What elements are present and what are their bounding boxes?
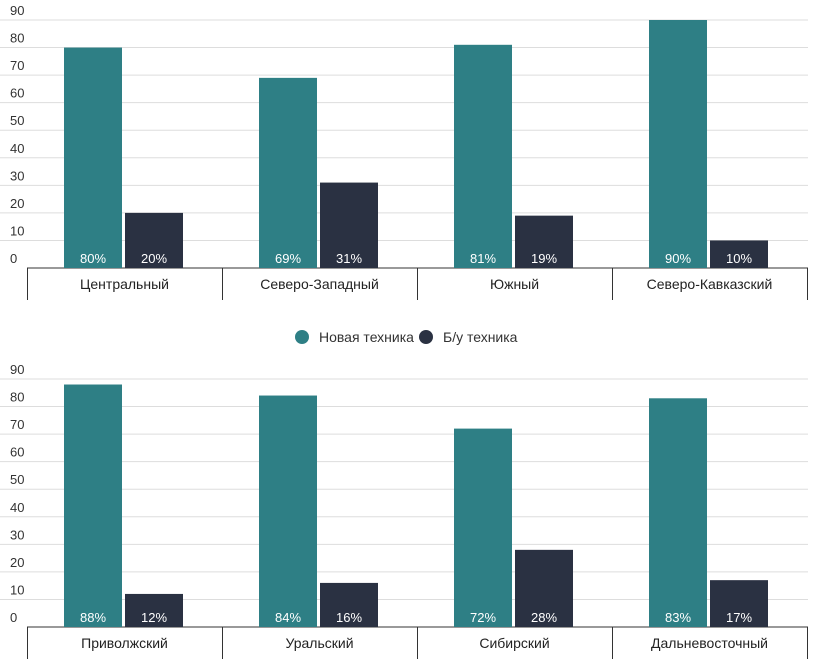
data-label: 80% xyxy=(80,251,106,266)
legend-label-used: Б/у техника xyxy=(443,329,518,345)
y-tick-label: 10 xyxy=(10,582,24,597)
category-label: Сибирский xyxy=(479,635,549,651)
bar-new xyxy=(259,77,317,268)
legend-swatch-new xyxy=(295,330,309,344)
legend-label-new: Новая техника xyxy=(319,329,414,345)
category-label: Южный xyxy=(490,276,539,292)
y-tick-label: 30 xyxy=(10,527,24,542)
data-label: 19% xyxy=(531,251,557,266)
y-tick-label: 20 xyxy=(10,555,24,570)
category-label: Дальневосточный xyxy=(651,635,768,651)
bar-used xyxy=(320,182,378,268)
bar-used xyxy=(320,582,378,627)
category-label: Уральский xyxy=(285,635,353,651)
y-tick-label: 0 xyxy=(10,610,17,625)
chart-panel-bottom: 0 10 20 30 40 50 60 70 80 90 88% 12% Приволжский 84% 1… xyxy=(0,362,808,659)
y-tick-label: 80 xyxy=(10,390,24,405)
bar-used xyxy=(710,580,768,627)
data-label: 90% xyxy=(665,251,691,266)
bar-new xyxy=(64,384,122,627)
y-tick-label: 40 xyxy=(10,141,24,156)
bar-new xyxy=(64,47,122,268)
data-label: 72% xyxy=(470,610,496,625)
data-label: 20% xyxy=(141,251,167,266)
category-label: Северо-Западный xyxy=(260,276,379,292)
y-tick-label: 50 xyxy=(10,113,24,128)
bar-new xyxy=(454,44,512,268)
data-label: 16% xyxy=(336,610,362,625)
category-label: Северо-Кавказский xyxy=(647,276,773,292)
data-label: 84% xyxy=(275,610,301,625)
bar-new xyxy=(649,20,707,268)
data-label: 12% xyxy=(141,610,167,625)
chart-panel-top: 0 10 20 30 40 50 60 70 80 90 80% 20% Центральный 69% 3… xyxy=(0,3,808,300)
data-label: 17% xyxy=(726,610,752,625)
y-tick-label: 60 xyxy=(10,86,24,101)
bar-new xyxy=(259,395,317,627)
y-tick-label: 90 xyxy=(10,362,24,377)
y-tick-label: 70 xyxy=(10,58,24,73)
data-label: 69% xyxy=(275,251,301,266)
bar-used xyxy=(515,215,573,268)
y-tick-label: 0 xyxy=(10,251,17,266)
y-tick-label: 40 xyxy=(10,500,24,515)
y-tick-label: 50 xyxy=(10,472,24,487)
y-tick-label: 70 xyxy=(10,417,24,432)
y-tick-label: 20 xyxy=(10,196,24,211)
legend-swatch-used xyxy=(419,330,433,344)
y-tick-label: 90 xyxy=(10,3,24,18)
chart-legend: Новая техника Б/у техника xyxy=(295,329,518,345)
data-label: 83% xyxy=(665,610,691,625)
bar-used xyxy=(515,549,573,627)
y-tick-label: 80 xyxy=(10,31,24,46)
category-label: Центральный xyxy=(80,276,169,292)
y-tick-label: 30 xyxy=(10,168,24,183)
data-label: 10% xyxy=(726,251,752,266)
data-label: 88% xyxy=(80,610,106,625)
bar-new xyxy=(454,428,512,627)
y-tick-label: 10 xyxy=(10,223,24,238)
bar-new xyxy=(649,398,707,627)
data-label: 31% xyxy=(336,251,362,266)
y-tick-label: 60 xyxy=(10,445,24,460)
data-label: 28% xyxy=(531,610,557,625)
data-label: 81% xyxy=(470,251,496,266)
bar-used xyxy=(125,212,183,268)
bar-used xyxy=(125,593,183,627)
bar-used xyxy=(710,240,768,268)
category-label: Приволжский xyxy=(81,635,168,651)
